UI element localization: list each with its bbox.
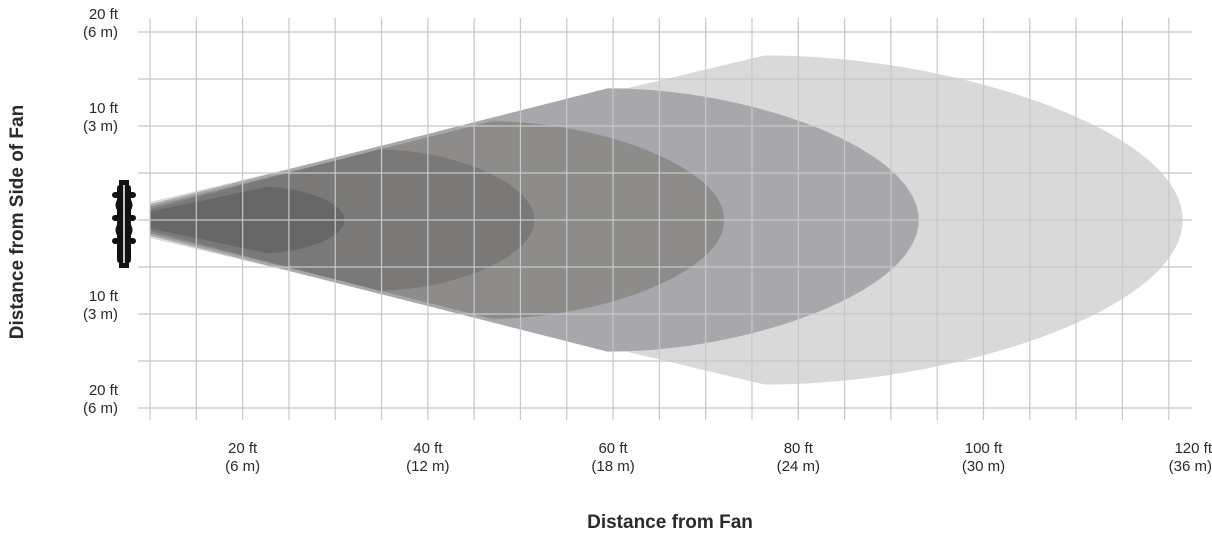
x-tick-label-m: (18 m) xyxy=(591,458,635,475)
x-tick-label: 60 ft (18 m) xyxy=(553,440,673,476)
fan-side-view-icon xyxy=(112,180,136,268)
y-tick-label-ft: 20 ft xyxy=(88,382,118,399)
y-tick-label-m: (3 m) xyxy=(83,118,118,135)
y-tick-label: 20 ft (6 m) xyxy=(38,6,118,42)
y-tick-label-ft: 10 ft xyxy=(88,288,118,305)
y-tick-label: 20 ft (6 m) xyxy=(38,382,118,418)
y-axis-title: Distance from Side of Fan xyxy=(7,104,28,340)
y-tick-label-m: (3 m) xyxy=(83,306,118,323)
y-tick-label-ft: 10 ft xyxy=(88,100,118,117)
y-tick-label-ft: 20 ft xyxy=(88,6,118,23)
x-tick-label-ft: 60 ft xyxy=(598,440,628,457)
x-tick-label-m: (6 m) xyxy=(225,458,261,475)
x-tick-label: 80 ft (24 m) xyxy=(738,440,858,476)
y-tick-label-m: (6 m) xyxy=(83,24,118,41)
x-tick-label-ft: 40 ft xyxy=(413,440,443,457)
x-axis-title: Distance from Fan xyxy=(587,512,753,533)
x-tick-label: 100 ft (30 m) xyxy=(924,440,1044,476)
x-tick-label-m: (36 m) xyxy=(1168,458,1212,475)
x-tick-label-ft: 80 ft xyxy=(783,440,813,457)
y-tick-label: 10 ft (3 m) xyxy=(38,288,118,324)
x-tick-label-m: (30 m) xyxy=(961,458,1006,475)
y-tick-label: 10 ft (3 m) xyxy=(38,100,118,136)
x-tick-label-m: (24 m) xyxy=(776,458,820,475)
y-tick-label-m: (6 m) xyxy=(83,400,118,417)
x-tick-label: 120 ft (36 m) xyxy=(1092,440,1212,476)
grid xyxy=(138,18,1192,420)
x-tick-label-ft: 100 ft xyxy=(964,440,1003,457)
x-tick-label-ft: 120 ft xyxy=(1174,440,1212,457)
x-tick-label: 40 ft (12 m) xyxy=(368,440,488,476)
x-tick-label: 20 ft (6 m) xyxy=(183,440,303,476)
x-tick-label-m: (12 m) xyxy=(406,458,450,475)
x-tick-label-ft: 20 ft xyxy=(228,440,258,457)
